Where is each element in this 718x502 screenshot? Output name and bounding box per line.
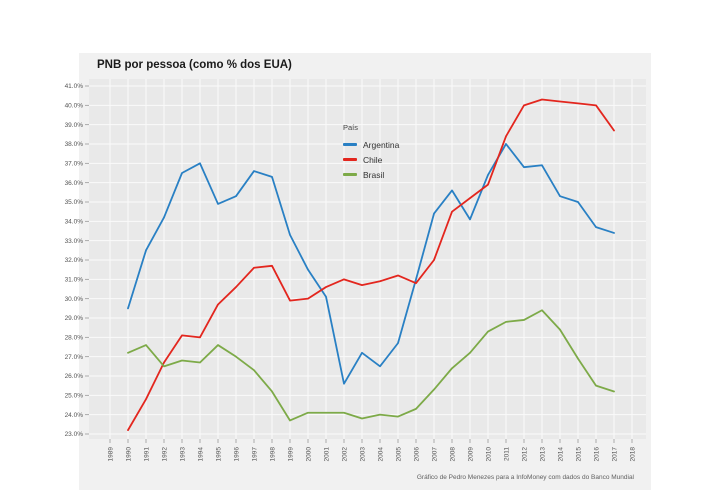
y-tick-label: 23.0%	[65, 431, 84, 438]
x-tick-label: 2004	[377, 447, 384, 462]
y-tick-label: 31.0%	[65, 277, 84, 284]
y-tick-label: 29.0%	[65, 315, 84, 322]
x-tick-label: 2008	[449, 447, 456, 462]
legend-item-argentina: Argentina	[343, 137, 399, 152]
x-tick-label: 1995	[215, 447, 222, 462]
legend-swatch-chile	[343, 158, 357, 161]
y-tick-label: 33.0%	[65, 238, 84, 245]
x-tick-label: 2003	[359, 447, 366, 462]
y-tick-label: 40.0%	[65, 103, 84, 110]
x-tick-label: 1992	[161, 447, 168, 462]
chart-caption: Gráfico de Pedro Menezes para a InfoMone…	[416, 474, 634, 481]
y-tick-label: 37.0%	[65, 161, 84, 168]
x-tick-label: 2015	[575, 447, 582, 462]
legend-swatch-argentina	[343, 143, 357, 146]
x-tick-label: 2016	[593, 447, 600, 462]
y-tick-label: 25.0%	[65, 393, 84, 400]
legend-label: Chile	[363, 154, 383, 165]
series-line-argentina	[127, 143, 615, 385]
y-tick-label: 36.0%	[65, 180, 84, 187]
y-tick-label: 32.0%	[65, 257, 84, 264]
legend-label: Argentina	[363, 139, 400, 150]
legend-swatch-brasil	[343, 173, 357, 176]
series-line-brasil	[127, 309, 615, 422]
x-tick-label: 1998	[269, 447, 276, 462]
x-tick-label: 1999	[287, 447, 294, 462]
x-tick-label: 2010	[485, 447, 492, 462]
chart-title: PNB por pessoa (como % dos EUA)	[97, 59, 292, 71]
x-tick-label: 1997	[251, 447, 258, 462]
legend: País Argentina Chile Brasil	[343, 123, 399, 182]
y-tick-label: 38.0%	[65, 141, 84, 148]
legend-item-chile: Chile	[343, 152, 399, 167]
legend-item-brasil: Brasil	[343, 167, 399, 182]
x-tick-label: 1991	[143, 447, 150, 462]
y-tick-label: 41.0%	[65, 83, 84, 90]
y-tick-label: 24.0%	[65, 412, 84, 419]
y-tick-label: 35.0%	[65, 199, 84, 206]
x-tick-label: 2002	[341, 447, 348, 462]
x-tick-label: 1996	[233, 447, 240, 462]
y-tick-label: 30.0%	[65, 296, 84, 303]
series-line-chile	[127, 98, 615, 432]
x-tick-label: 2001	[323, 447, 330, 462]
x-tick-label: 2014	[557, 447, 564, 462]
x-tick-label: 2018	[629, 447, 636, 462]
x-tick-label: 2012	[521, 447, 528, 462]
x-tick-label: 2009	[467, 447, 474, 462]
y-tick-label: 34.0%	[65, 219, 84, 226]
y-tick-label: 27.0%	[65, 354, 84, 361]
y-tick-label: 28.0%	[65, 335, 84, 342]
x-tick-label: 2013	[539, 447, 546, 462]
x-tick-label: 1994	[197, 447, 204, 462]
x-tick-label: 2005	[395, 447, 402, 462]
x-tick-label: 2006	[413, 447, 420, 462]
x-tick-label: 2011	[503, 447, 510, 461]
y-tick-label: 26.0%	[65, 373, 84, 380]
x-tick-label: 1990	[125, 447, 132, 462]
legend-label: Brasil	[363, 169, 385, 180]
x-tick-label: 1993	[179, 447, 186, 462]
legend-title: País	[343, 123, 359, 132]
y-tick-label: 39.0%	[65, 122, 84, 129]
x-tick-label: 1989	[107, 447, 114, 462]
x-tick-label: 2007	[431, 447, 438, 462]
x-tick-label: 2017	[611, 447, 618, 462]
x-tick-label: 2000	[305, 447, 312, 462]
